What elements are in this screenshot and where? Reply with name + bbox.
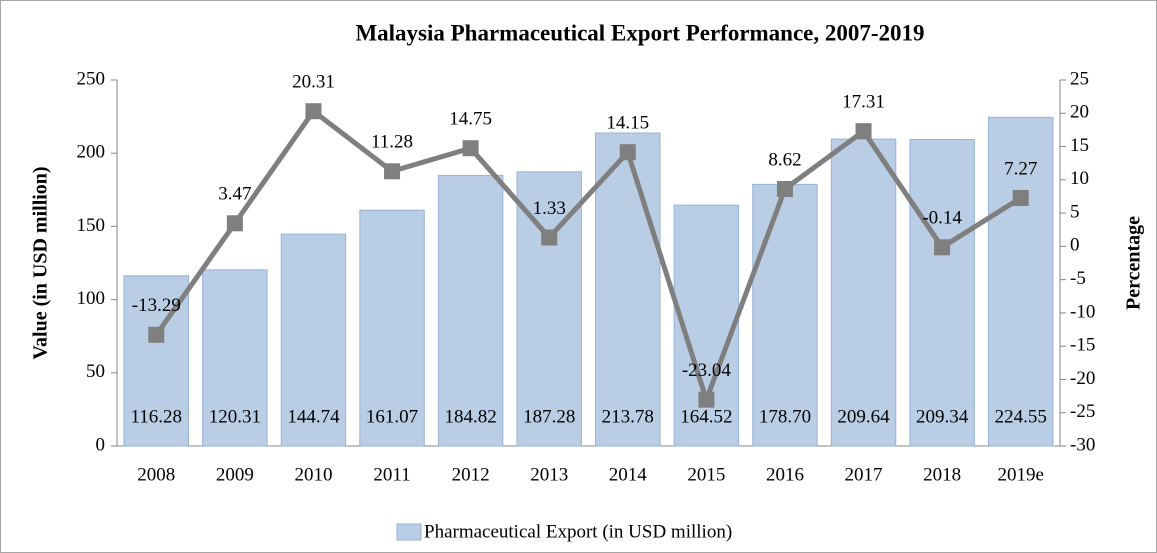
- x-tick-label: 2015: [687, 464, 725, 485]
- x-tick-label: 2010: [294, 464, 332, 485]
- y2-tick-label: 15: [1070, 135, 1089, 156]
- line-value-label: -23.04: [682, 360, 732, 381]
- line-marker: [855, 123, 872, 140]
- x-tick-label: 2011: [373, 464, 410, 485]
- x-tick-label: 2016: [766, 464, 804, 485]
- y2-tick-label: -15: [1070, 335, 1095, 356]
- y2-tick-label: 10: [1070, 168, 1089, 189]
- bar-value-label: 224.55: [995, 406, 1047, 427]
- x-tick-label: 2014: [609, 464, 648, 485]
- bar-value-label: 187.28: [523, 406, 575, 427]
- bar-value-label: 144.74: [287, 406, 340, 427]
- line-marker: [776, 181, 793, 198]
- y-axis-label: Value (in USD million): [30, 166, 52, 359]
- line-value-label: 3.47: [218, 184, 251, 205]
- line-value-label: 11.28: [371, 132, 413, 153]
- line-marker: [619, 144, 636, 161]
- bar: [202, 269, 268, 447]
- line-marker: [698, 391, 715, 408]
- y2-tick-label: 0: [1070, 235, 1080, 256]
- bar-value-label: 120.31: [209, 406, 261, 427]
- bar-value-label: 161.07: [366, 406, 418, 427]
- bar-value-label: 178.70: [759, 406, 811, 427]
- line-value-label: 20.31: [292, 72, 335, 93]
- line-value-label: 7.27: [1004, 158, 1037, 179]
- x-tick-label: 2017: [845, 464, 883, 485]
- chart-title: Malaysia Pharmaceutical Export Performan…: [355, 20, 924, 45]
- x-tick-label: 2013: [530, 464, 568, 485]
- line-marker: [934, 239, 951, 256]
- bar-value-label: 209.34: [916, 406, 969, 427]
- line-value-label: 14.75: [449, 109, 492, 130]
- y-tick-label: 250: [77, 68, 106, 89]
- line-marker: [148, 326, 165, 343]
- bar: [752, 183, 818, 447]
- line-value-label: -13.29: [132, 295, 181, 316]
- y2-tick-label: -30: [1070, 434, 1095, 455]
- line-marker: [541, 229, 558, 246]
- y-tick-label: 50: [86, 361, 105, 382]
- line-value-label: 1.33: [533, 198, 566, 219]
- line-marker: [384, 163, 401, 180]
- bar: [909, 139, 975, 447]
- y2-tick-label: -10: [1070, 301, 1095, 322]
- x-tick-label: 2009: [216, 464, 254, 485]
- line-value-label: 14.15: [606, 113, 649, 134]
- y2-tick-label: 5: [1070, 201, 1080, 222]
- y2-axis-label: Percentage: [1123, 216, 1145, 310]
- line: [154, 107, 1023, 408]
- legend-swatch: [396, 523, 422, 541]
- bar-value-label: 184.82: [445, 406, 497, 427]
- bar: [280, 233, 347, 447]
- y-tick-label: 0: [96, 434, 106, 455]
- bar-value-label: 213.78: [602, 406, 654, 427]
- line-marker: [462, 140, 479, 157]
- x-tick-label: 2018: [923, 464, 961, 485]
- y2-tick-label: -20: [1070, 368, 1095, 389]
- bar: [595, 132, 661, 447]
- bar: [359, 209, 425, 447]
- line-value-label: -0.14: [922, 208, 962, 229]
- y-tick-label: 150: [77, 215, 106, 236]
- line-marker: [1012, 189, 1029, 206]
- line-marker: [226, 215, 243, 232]
- y-tick-label: 200: [77, 142, 106, 163]
- y2-tick-label: 25: [1070, 68, 1089, 89]
- x-tick-label: 2008: [137, 464, 175, 485]
- line-marker: [305, 103, 322, 120]
- bar-value-label: 164.52: [680, 406, 732, 427]
- bar-value-label: 116.28: [131, 406, 183, 427]
- bar: [830, 138, 897, 447]
- bar-value-label: 209.64: [837, 406, 890, 427]
- legend-label: Pharmaceutical Export (in USD million): [424, 521, 732, 542]
- y-tick-label: 100: [77, 288, 106, 309]
- y2-tick-label: 20: [1070, 102, 1089, 123]
- y2-tick-label: -5: [1070, 268, 1086, 289]
- y2-tick-label: -25: [1070, 401, 1095, 422]
- bar: [437, 174, 504, 447]
- x-tick-label: 2012: [452, 464, 490, 485]
- bar: [987, 116, 1054, 447]
- line-value-label: 8.62: [768, 149, 801, 170]
- x-tick-label: 2019e: [997, 464, 1043, 485]
- line-value-label: 17.31: [842, 92, 885, 113]
